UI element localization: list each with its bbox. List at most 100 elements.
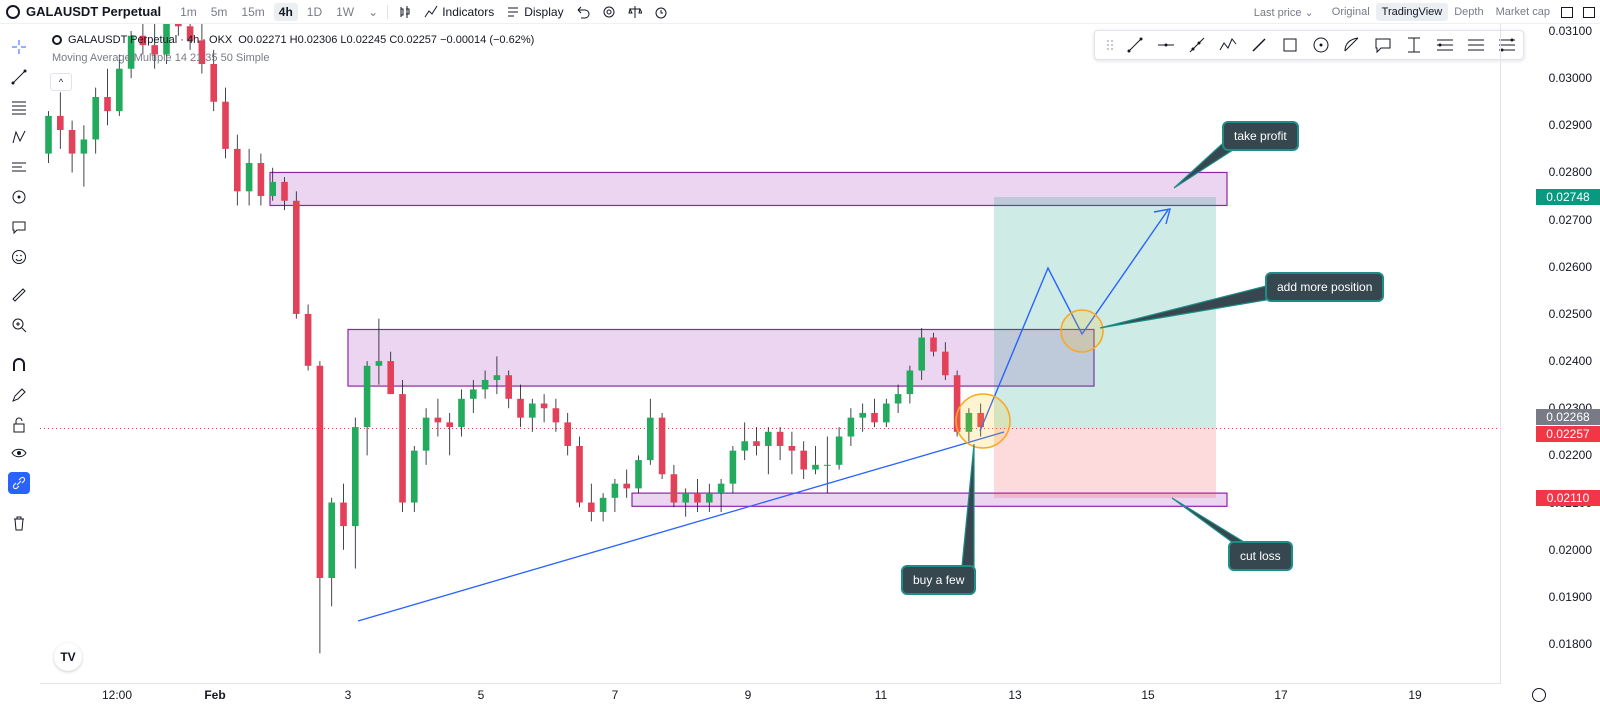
display-button[interactable]: Display [500, 5, 569, 19]
ruler-tool[interactable] [8, 284, 30, 306]
floating-drawing-toolbar [1094, 30, 1524, 60]
price-chart[interactable] [40, 24, 1500, 684]
candle-body [363, 365, 371, 428]
tradingview-logo[interactable]: TV [54, 643, 82, 671]
horizontal-line-icon[interactable] [1150, 31, 1181, 59]
candle-body [741, 441, 748, 451]
pattern-tool[interactable] [8, 126, 30, 148]
brush-icon[interactable] [1243, 31, 1274, 59]
indicators-button[interactable]: Indicators [418, 5, 500, 19]
circle-tool-icon [12, 190, 26, 204]
symbol-selector[interactable]: GALAUSDT Perpetual [0, 4, 161, 19]
drag-handle-icon[interactable] [1101, 31, 1119, 59]
add-position-circle [1060, 309, 1104, 353]
time-axis[interactable]: 12:00 Feb 3 5 7 9 11 13 15 17 19 [40, 683, 1500, 718]
shapes-tool[interactable] [8, 186, 30, 208]
price-axis[interactable]: 0.03100 0.03000 0.02900 0.02800 0.02700 0.026… [1500, 24, 1600, 684]
projection-path [979, 209, 1169, 432]
link-tool[interactable] [8, 472, 30, 494]
ray-icon[interactable] [1181, 31, 1212, 59]
candle-body [57, 115, 64, 131]
candle-body [92, 97, 99, 140]
forecast-tool[interactable] [8, 156, 30, 178]
candles-icon [400, 5, 410, 18]
rectangle-icon[interactable] [1274, 31, 1305, 59]
candle-body [175, 24, 182, 27]
cut-loss-callout[interactable]: cut loss [1228, 541, 1293, 571]
take-profit-callout[interactable]: take profit [1222, 121, 1299, 151]
candle-body [458, 398, 465, 428]
candle-body [576, 445, 583, 503]
candle-body [965, 412, 973, 432]
magnet-tool[interactable] [8, 354, 30, 376]
timeframe-1d[interactable]: 1D [306, 4, 323, 19]
price-tick: 0.02900 [1548, 118, 1592, 133]
scale-icon [627, 5, 642, 18]
timeframe-5m[interactable]: 5m [210, 4, 228, 19]
time-tick: 7 [611, 688, 619, 702]
top-toolbar: GALAUSDT Perpetual 1m 5m 15m 4h 1D 1W ⌄ … [0, 0, 1600, 24]
timeframe-more-chevron-icon[interactable]: ⌄ [368, 4, 379, 19]
candle-body [564, 422, 571, 446]
timeframe-1m[interactable]: 1m [180, 4, 197, 19]
close-icon[interactable] [1583, 6, 1595, 18]
indicator-legend[interactable]: Moving Average Multiple 14 21 35 50 Simp… [52, 52, 270, 64]
path-icon[interactable] [1212, 31, 1243, 59]
tab-depth[interactable]: Depth [1454, 6, 1484, 18]
magnet-icon [13, 358, 25, 371]
snapshot-button[interactable] [570, 5, 596, 19]
trendline-icon[interactable] [1119, 31, 1150, 59]
timeframe-4h[interactable]: 4h [273, 2, 298, 21]
draw-mode-tool[interactable] [8, 384, 30, 406]
candle-body [918, 337, 925, 371]
timeframe-15m[interactable]: 15m [241, 4, 265, 19]
timeframe-1w[interactable]: 1W [336, 4, 355, 19]
candle-body [942, 351, 949, 376]
fullscreen-icon[interactable] [1561, 6, 1573, 18]
tab-market-cap[interactable]: Market cap [1495, 6, 1550, 18]
add-more-position-callout[interactable]: add more position [1265, 272, 1385, 302]
fib-tool[interactable] [8, 96, 30, 118]
delete-tool[interactable] [8, 512, 30, 534]
chart-type-button[interactable] [392, 5, 418, 19]
crosshair-tool[interactable] [8, 36, 30, 58]
trendline-tool[interactable] [8, 66, 30, 88]
gear-icon [603, 6, 615, 17]
candle-body [45, 115, 52, 154]
collapse-legend-button[interactable]: ^ [50, 73, 72, 91]
arc-icon[interactable] [1336, 31, 1367, 59]
candle-body [658, 417, 666, 475]
display-label: Display [524, 4, 564, 19]
chart-settings-icon[interactable] [1532, 688, 1546, 702]
alert-button[interactable] [648, 5, 674, 19]
tab-original[interactable]: Original [1331, 6, 1370, 18]
text-tool[interactable] [8, 216, 30, 238]
fib-retracement-icon[interactable] [1429, 31, 1460, 59]
lock-tool[interactable] [8, 414, 30, 436]
symbol-logo-icon [52, 35, 62, 45]
candle-body [434, 417, 442, 423]
candle-body [127, 35, 135, 69]
buy-a-few-callout[interactable]: buy a few [901, 565, 977, 595]
zoom-tool[interactable] [8, 314, 30, 336]
icon-tool[interactable] [8, 246, 30, 268]
candle-body [186, 26, 194, 41]
callout-icon[interactable] [1367, 31, 1398, 59]
candle-body [269, 181, 276, 197]
compare-button[interactable] [622, 5, 648, 19]
legend-title: GALAUSDT Perpetual · 4h · OKX [68, 34, 233, 46]
settings-button[interactable] [596, 5, 622, 19]
last-price-dropdown[interactable]: Last price ⌄ [1253, 6, 1314, 19]
price-range-icon[interactable] [1398, 31, 1429, 59]
circle-icon[interactable] [1305, 31, 1336, 59]
entry-circle [955, 393, 1011, 449]
candle-body [847, 417, 855, 437]
parallel-channel-icon[interactable] [1460, 31, 1491, 59]
comment-icon [12, 221, 26, 235]
candle-body [800, 450, 807, 470]
time-tick: Feb [204, 688, 226, 702]
visibility-tool[interactable] [8, 442, 30, 464]
price-tick: 0.02400 [1548, 354, 1592, 369]
tab-tradingview[interactable]: TradingView [1375, 3, 1449, 21]
